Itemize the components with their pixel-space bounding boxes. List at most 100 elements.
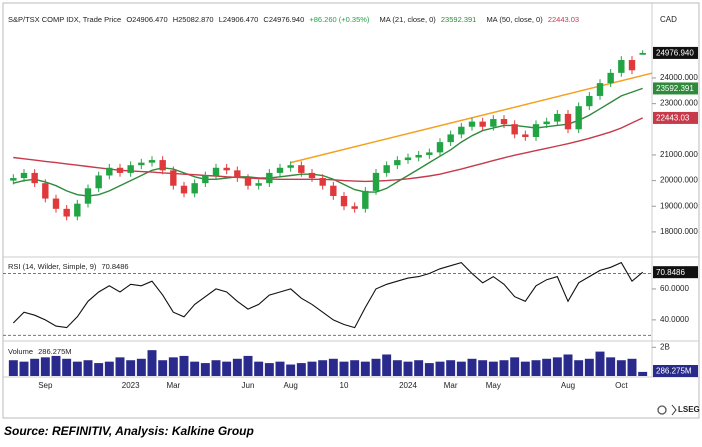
volume-bar <box>254 361 264 376</box>
volume-bar <box>94 363 104 376</box>
candle-body <box>479 121 486 127</box>
candle-body <box>255 183 262 186</box>
volume-bar <box>435 361 445 376</box>
icon-circle[interactable] <box>657 405 667 415</box>
candle-body <box>340 195 348 207</box>
candle-body <box>330 185 337 196</box>
candle-body <box>298 165 305 173</box>
y-tick-label: 19000.000 <box>660 201 698 210</box>
candle-body <box>522 134 529 137</box>
last-value-badge <box>653 111 698 124</box>
volume-bar <box>296 363 306 376</box>
volume-bar <box>8 360 18 376</box>
candle-body <box>212 167 220 176</box>
brand-mark <box>671 404 677 416</box>
candle-body <box>42 183 49 199</box>
candle-body <box>596 83 604 96</box>
candle-body <box>20 172 28 179</box>
volume-bar <box>456 361 466 376</box>
legend-change: +86.260 (+0.35%) <box>309 15 370 24</box>
candle-body <box>639 52 646 55</box>
volume-bar <box>286 364 296 376</box>
volume-bar <box>190 361 200 376</box>
candle-body <box>63 208 70 217</box>
volume-bar <box>542 358 552 376</box>
volume-bar <box>339 361 349 376</box>
candle-body <box>10 178 17 181</box>
volume-bar <box>179 355 189 376</box>
candle-body <box>543 121 550 125</box>
settings-icon[interactable] <box>657 405 667 415</box>
x-tick-label: Mar <box>444 381 458 390</box>
legend-ma50-value: 22443.03 <box>548 15 579 24</box>
x-tick-label: 2023 <box>122 381 140 390</box>
rsi-value: 70.8486 <box>101 262 128 271</box>
volume-bar <box>275 361 285 376</box>
volume-bar <box>478 360 488 376</box>
volume-bar <box>574 360 584 376</box>
volume-bar <box>350 360 360 376</box>
legend-high: H25082.870 <box>173 15 214 24</box>
candle-body <box>404 157 412 161</box>
x-tick-label: Mar <box>166 381 180 390</box>
candle-body <box>618 60 625 73</box>
volume-bar <box>264 363 274 376</box>
y-tick-label: 23000.000 <box>660 99 698 108</box>
y-tick-label: 20000.000 <box>660 176 698 185</box>
volume-bar <box>467 358 477 376</box>
legend-close: C24976.940 <box>263 15 304 24</box>
price-legend: S&P/TSX COMP IDX, Trade Price O24906.470… <box>8 15 579 24</box>
trendline <box>290 72 653 164</box>
legend-open: O24906.470 <box>126 15 167 24</box>
candle-body <box>351 206 358 209</box>
candle-body <box>276 167 284 173</box>
last-value-label: 286.275M <box>656 367 692 376</box>
candle-body <box>458 126 465 135</box>
x-tick-label: Jun <box>242 381 255 390</box>
volume-bar <box>360 361 370 376</box>
candle-body <box>383 165 390 173</box>
volume-bar <box>638 371 648 376</box>
candle-body <box>394 160 401 166</box>
x-tick-label: May <box>486 381 501 390</box>
volume-bar <box>147 350 157 376</box>
volume-bar <box>563 354 573 376</box>
volume-bar <box>510 357 520 376</box>
x-tick-label: Oct <box>615 381 628 390</box>
volume-bar <box>83 360 93 376</box>
legend-ma21-value: 23592.391 <box>441 15 476 24</box>
candle-body <box>138 162 145 166</box>
candle-body <box>31 172 38 184</box>
y-tick-label: 40.0000 <box>660 315 689 324</box>
y-tick-label: 2B <box>660 342 670 351</box>
candle-body <box>447 134 454 143</box>
volume-bar <box>211 360 221 376</box>
last-value-badge <box>653 266 698 279</box>
candle-body <box>106 167 113 176</box>
candle-body <box>191 183 198 194</box>
y-tick-label: 21000.000 <box>660 150 698 159</box>
volume-bar <box>488 361 498 376</box>
candle-body <box>490 119 497 127</box>
volume-bar <box>392 360 402 376</box>
volume-bar <box>62 358 72 376</box>
volume-bar <box>595 351 605 376</box>
x-tick-label: 2024 <box>399 381 417 390</box>
volume-bar <box>30 358 40 376</box>
candle-body <box>266 172 273 184</box>
candle-body <box>234 170 241 179</box>
y-tick-label: 18000.000 <box>660 227 698 236</box>
candle-body <box>628 60 636 71</box>
volume-bar <box>307 361 317 376</box>
volume-bar <box>328 358 338 376</box>
volume-bar <box>158 360 168 376</box>
candle-body <box>511 124 518 135</box>
candle-body <box>500 119 508 125</box>
volume-bar <box>520 361 530 376</box>
y-tick-label: 60.0000 <box>660 284 689 293</box>
volume-bar <box>414 360 424 376</box>
candle-body <box>170 170 177 186</box>
volume-bar <box>382 354 392 376</box>
volume-bar <box>115 357 125 376</box>
